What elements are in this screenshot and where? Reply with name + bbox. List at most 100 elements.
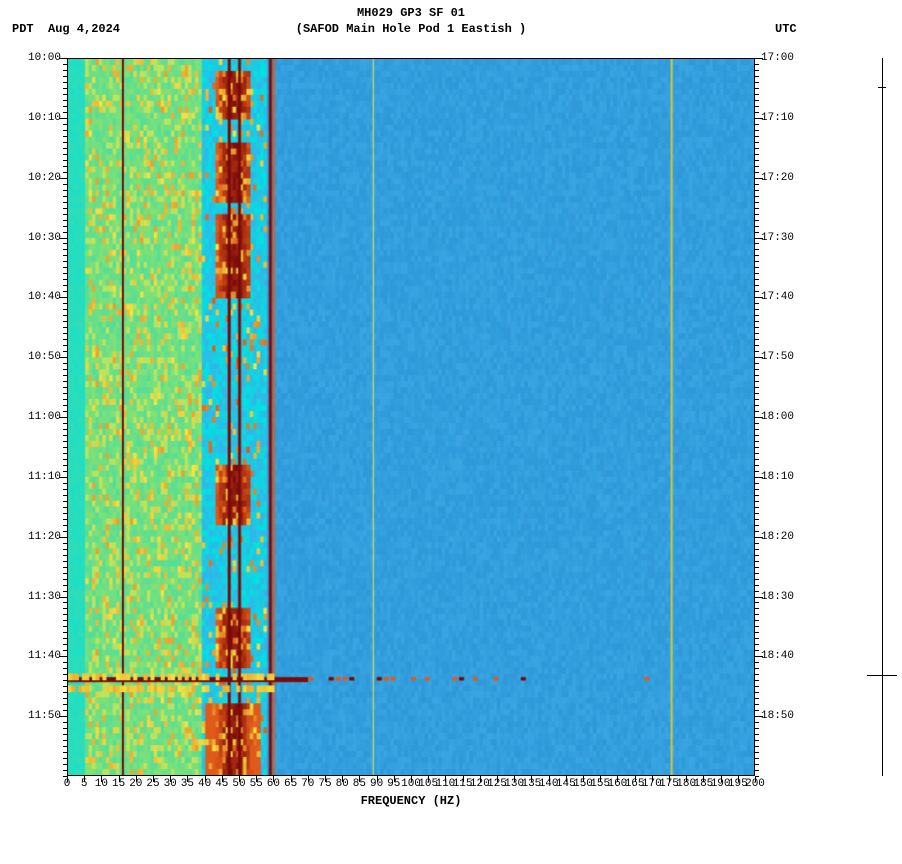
yaxis-left-tick — [63, 734, 67, 735]
yaxis-left-tick — [63, 608, 67, 609]
xaxis-label: 55 — [250, 776, 263, 790]
yaxis-left-tick — [63, 638, 67, 639]
yaxis-left-tick — [63, 327, 67, 328]
xaxis-label: 65 — [284, 776, 297, 790]
yaxis-left-tick — [63, 339, 67, 340]
xaxis-label: 5 — [81, 776, 88, 790]
yaxis-left-tick — [63, 746, 67, 747]
yaxis-left-tick — [63, 226, 67, 227]
yaxis-left-tick — [63, 453, 67, 454]
yaxis-right-tick — [755, 770, 759, 771]
yaxis-right-tick — [755, 279, 759, 280]
yaxis-right-tick — [755, 267, 759, 268]
yaxis-left-tick — [63, 602, 67, 603]
yaxis-left-tick — [63, 160, 67, 161]
yaxis-right-tick — [755, 106, 759, 107]
yaxis-left-tick — [63, 106, 67, 107]
yaxis-left-tick — [63, 243, 67, 244]
xaxis-label: 75 — [318, 776, 331, 790]
yaxis-left-tick — [63, 686, 67, 687]
yaxis-right-tick — [755, 740, 759, 741]
yaxis-right-tick — [755, 88, 759, 89]
yaxis-left-tick — [63, 692, 67, 693]
yaxis-left-tick — [63, 525, 67, 526]
spectrogram-plot: FREQUENCY (HZ) 10:0017:0010:1017:1010:20… — [67, 58, 755, 776]
yaxis-left-tick — [63, 770, 67, 771]
yaxis-right-tick — [755, 561, 759, 562]
yaxis-left-tick — [63, 261, 67, 262]
xaxis-label: 0 — [64, 776, 71, 790]
yaxis-left-tick — [63, 285, 67, 286]
yaxis-right-tick — [755, 255, 759, 256]
yaxis-right-tick — [755, 363, 759, 364]
yaxis-left-tick — [63, 130, 67, 131]
yaxis-right-tick — [755, 662, 759, 663]
yaxis-right-tick — [755, 82, 759, 83]
xaxis-label: 50 — [232, 776, 245, 790]
yaxis-right-tick — [755, 513, 759, 514]
yaxis-left-tick — [63, 555, 67, 556]
yaxis-left-tick — [63, 249, 67, 250]
yaxis-left-tick — [63, 393, 67, 394]
xaxis-label: 35 — [181, 776, 194, 790]
yaxis-right-label: 18:00 — [755, 411, 794, 423]
yaxis-left-label: 11:00 — [28, 411, 67, 423]
yaxis-left-tick — [63, 435, 67, 436]
yaxis-right-tick — [755, 483, 759, 484]
yaxis-right-tick — [755, 423, 759, 424]
yaxis-right-tick — [755, 602, 759, 603]
yaxis-left-tick — [63, 220, 67, 221]
yaxis-right-tick — [755, 214, 759, 215]
yaxis-left-tick — [63, 142, 67, 143]
yaxis-left-label: 10:30 — [28, 232, 67, 244]
yaxis-left-tick — [63, 333, 67, 334]
yaxis-right-tick — [755, 399, 759, 400]
yaxis-left-tick — [63, 495, 67, 496]
yaxis-right-tick — [755, 579, 759, 580]
yaxis-right-tick — [755, 309, 759, 310]
yaxis-left-tick — [63, 148, 67, 149]
yaxis-left-tick — [63, 585, 67, 586]
yaxis-right-label: 17:50 — [755, 351, 794, 363]
yaxis-right-tick — [755, 124, 759, 125]
yaxis-right-tick — [755, 375, 759, 376]
yaxis-right-tick — [755, 519, 759, 520]
yaxis-right-tick — [755, 752, 759, 753]
yaxis-right-tick — [755, 698, 759, 699]
yaxis-right-tick — [755, 64, 759, 65]
yaxis-left-label: 11:20 — [28, 531, 67, 543]
yaxis-right-tick — [755, 70, 759, 71]
yaxis-left-tick — [63, 64, 67, 65]
yaxis-left-tick — [63, 620, 67, 621]
yaxis-left-tick — [63, 423, 67, 424]
yaxis-left-tick — [63, 309, 67, 310]
yaxis-left-tick — [63, 345, 67, 346]
yaxis-right-label: 18:30 — [755, 591, 794, 603]
yaxis-right-tick — [755, 190, 759, 191]
yaxis-right-tick — [755, 608, 759, 609]
yaxis-left-tick — [63, 214, 67, 215]
yaxis-right-tick — [755, 429, 759, 430]
yaxis-right-label: 17:30 — [755, 232, 794, 244]
yaxis-right-tick — [755, 154, 759, 155]
yaxis-left-label: 11:10 — [28, 471, 67, 483]
date-label: Aug 4,2024 — [48, 22, 120, 36]
yaxis-left-label: 11:50 — [28, 710, 67, 722]
yaxis-left-label: 10:00 — [28, 52, 67, 64]
yaxis-right-tick — [755, 459, 759, 460]
yaxis-right-tick — [755, 465, 759, 466]
yaxis-left-tick — [63, 674, 67, 675]
yaxis-right-tick — [755, 249, 759, 250]
yaxis-left-tick — [63, 399, 67, 400]
yaxis-left-label: 10:40 — [28, 291, 67, 303]
xaxis-label: 40 — [198, 776, 211, 790]
yaxis-left-tick — [63, 573, 67, 574]
xaxis-label: 60 — [267, 776, 280, 790]
yaxis-left-tick — [63, 369, 67, 370]
yaxis-left-tick — [63, 704, 67, 705]
yaxis-right-tick — [755, 632, 759, 633]
yaxis-left-tick — [63, 758, 67, 759]
yaxis-left-tick — [63, 70, 67, 71]
side-indicator-tick — [867, 675, 897, 676]
yaxis-left-tick — [63, 381, 67, 382]
